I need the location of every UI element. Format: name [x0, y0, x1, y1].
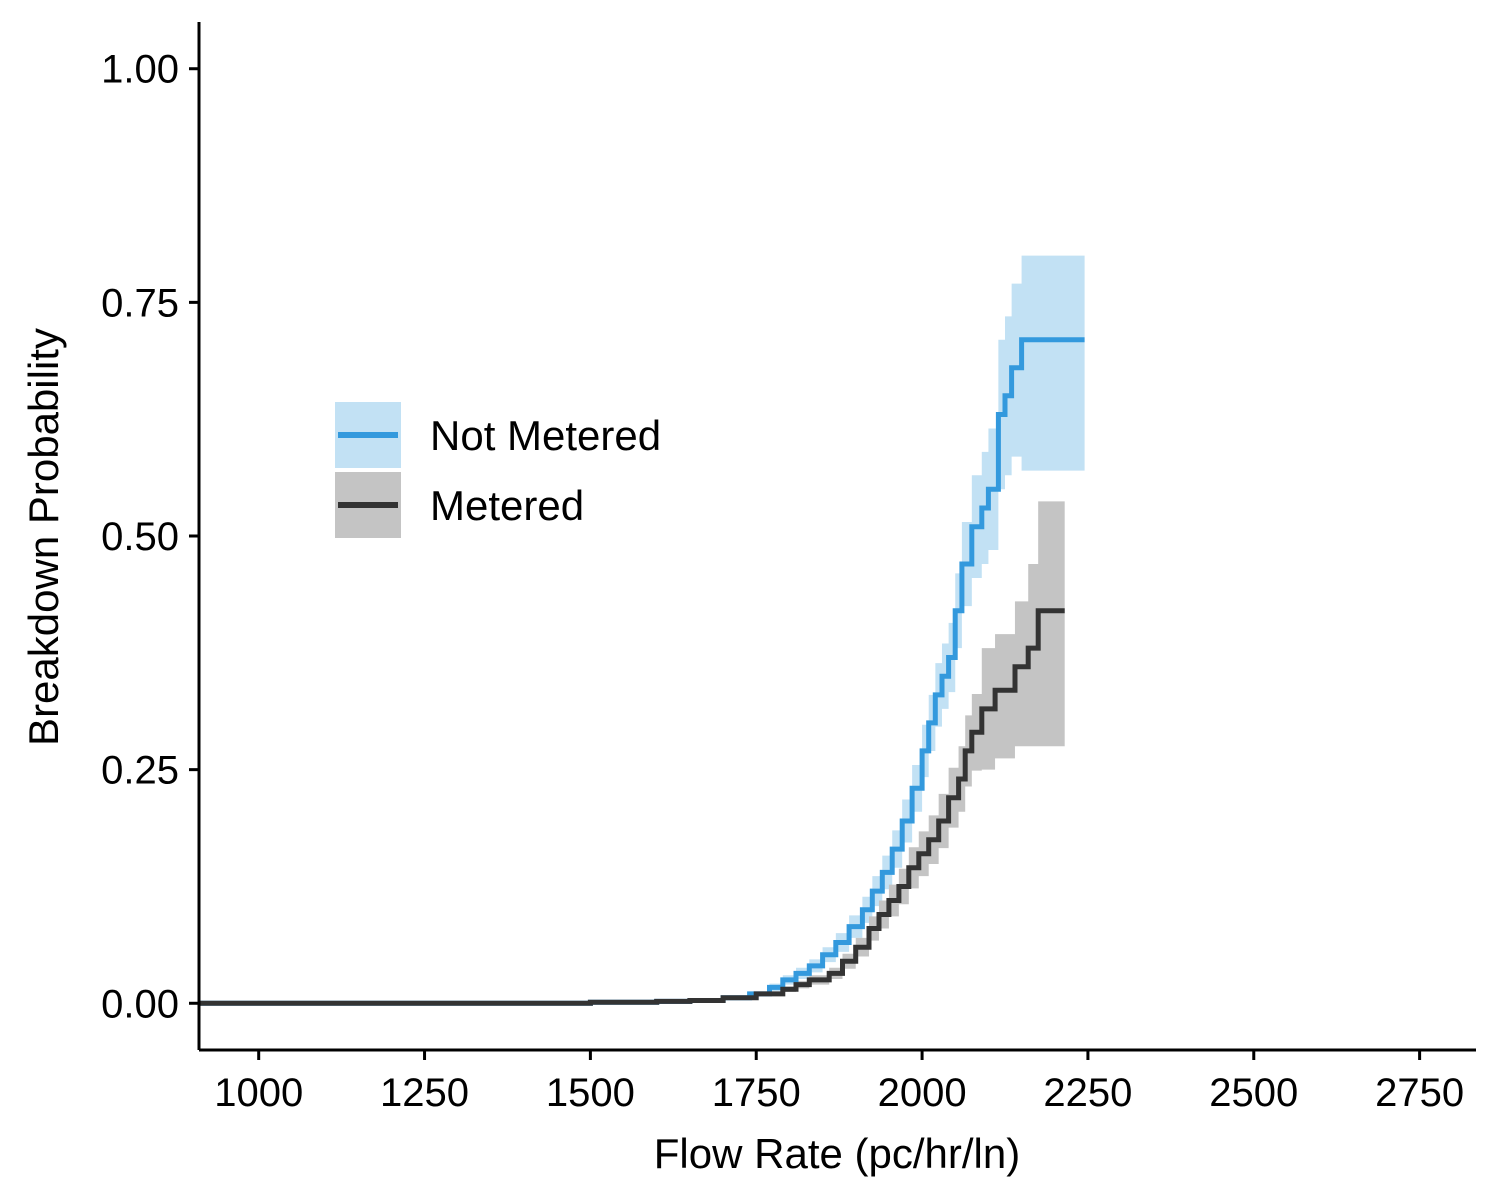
not-metered-confidence-band — [199, 255, 1085, 1004]
series-lines — [199, 337, 1085, 1006]
x-tick-label: 2000 — [878, 1071, 967, 1115]
metered-legend-label: Metered — [430, 482, 584, 529]
not-metered-line — [199, 337, 1085, 1006]
x-tick-label: 2500 — [1209, 1071, 1298, 1115]
y-tick-label: 0.25 — [101, 749, 179, 793]
x-axis-title: Flow Rate (pc/hr/ln) — [654, 1130, 1020, 1177]
y-tick-label: 0.00 — [101, 982, 179, 1026]
x-tick-label: 1000 — [214, 1071, 303, 1115]
x-tick-label: 2750 — [1375, 1071, 1464, 1115]
y-tick-label: 1.00 — [101, 48, 179, 92]
x-tick-label: 1500 — [546, 1071, 635, 1115]
metered-confidence-band — [199, 501, 1065, 1004]
y-tick-label: 0.50 — [101, 515, 179, 559]
x-tick-label: 1750 — [712, 1071, 801, 1115]
x-axis-ticks: 1000 1250 1500 1750 2000 2250 2500 2750 — [214, 1050, 1464, 1115]
legend: Not Metered Metered — [335, 402, 661, 538]
metered-line — [199, 608, 1065, 1006]
x-tick-label: 1250 — [380, 1071, 469, 1115]
not-metered-legend-label: Not Metered — [430, 412, 661, 459]
y-axis-title: Breakdown Probability — [20, 328, 67, 746]
confidence-bands — [199, 255, 1085, 1004]
y-tick-label: 0.75 — [101, 281, 179, 325]
x-tick-label: 2250 — [1043, 1071, 1132, 1115]
y-axis-ticks: 0.00 0.25 0.50 0.75 1.00 — [101, 48, 199, 1026]
